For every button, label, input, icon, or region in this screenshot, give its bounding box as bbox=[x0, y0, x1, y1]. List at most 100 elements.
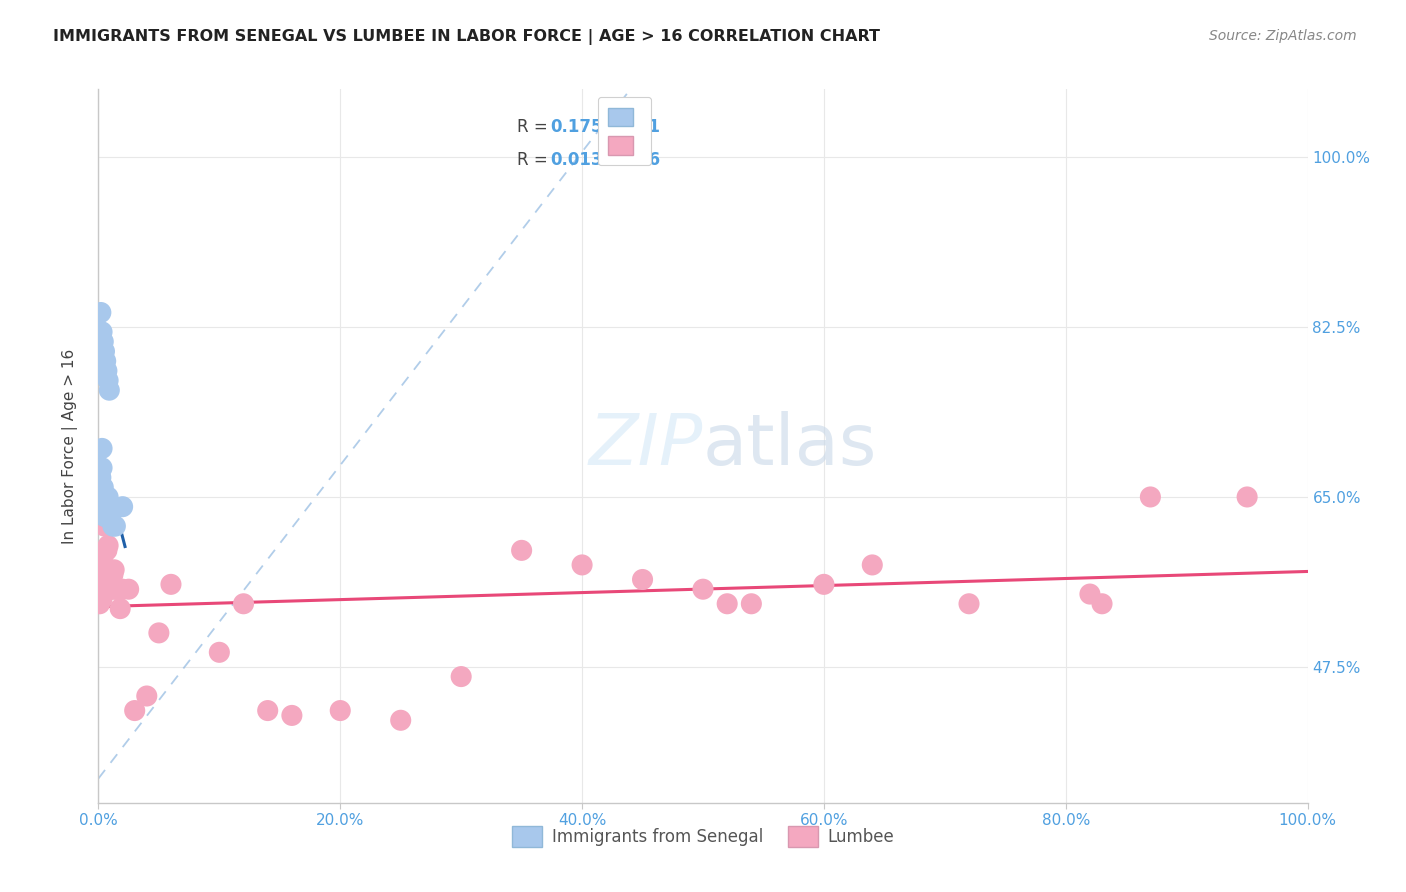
Point bbox=[89, 597, 111, 611]
Point bbox=[96, 500, 118, 514]
Point bbox=[91, 591, 114, 606]
Point bbox=[91, 500, 114, 514]
Point bbox=[98, 582, 121, 597]
Point bbox=[90, 480, 112, 494]
Legend: Immigrants from Senegal, Lumbee: Immigrants from Senegal, Lumbee bbox=[503, 818, 903, 855]
Point bbox=[91, 490, 114, 504]
Point bbox=[97, 539, 120, 553]
Point bbox=[91, 548, 114, 562]
Point bbox=[89, 500, 111, 514]
Point bbox=[232, 597, 254, 611]
Point bbox=[108, 601, 131, 615]
Point bbox=[450, 670, 472, 684]
Point bbox=[124, 704, 146, 718]
Point bbox=[90, 490, 112, 504]
Point bbox=[104, 582, 127, 597]
Point bbox=[93, 344, 115, 359]
Point bbox=[91, 563, 114, 577]
Point bbox=[101, 500, 124, 514]
Point bbox=[93, 509, 115, 524]
Point bbox=[97, 490, 120, 504]
Point bbox=[98, 383, 121, 397]
Point bbox=[105, 582, 128, 597]
Point bbox=[329, 704, 352, 718]
Point bbox=[740, 597, 762, 611]
Text: R =: R = bbox=[517, 118, 553, 136]
Point bbox=[91, 325, 114, 339]
Point bbox=[91, 480, 114, 494]
Point bbox=[118, 582, 141, 597]
Point bbox=[91, 490, 114, 504]
Text: ZIP: ZIP bbox=[589, 411, 703, 481]
Point bbox=[389, 713, 412, 727]
Point bbox=[94, 354, 117, 368]
Point bbox=[97, 509, 120, 524]
Point bbox=[160, 577, 183, 591]
Text: IMMIGRANTS FROM SENEGAL VS LUMBEE IN LABOR FORCE | AGE > 16 CORRELATION CHART: IMMIGRANTS FROM SENEGAL VS LUMBEE IN LAB… bbox=[53, 29, 880, 45]
Point bbox=[860, 558, 883, 572]
Point bbox=[148, 626, 170, 640]
Text: Source: ZipAtlas.com: Source: ZipAtlas.com bbox=[1209, 29, 1357, 43]
Point bbox=[98, 500, 121, 514]
Point bbox=[90, 305, 112, 319]
Point bbox=[91, 334, 114, 349]
Point bbox=[89, 480, 111, 494]
Point bbox=[692, 582, 714, 597]
Point bbox=[91, 573, 114, 587]
Point bbox=[96, 500, 118, 514]
Point bbox=[111, 500, 134, 514]
Point bbox=[97, 374, 120, 388]
Point bbox=[103, 563, 125, 577]
Point bbox=[208, 645, 231, 659]
Text: N =: N = bbox=[600, 118, 648, 136]
Point bbox=[96, 543, 118, 558]
Point bbox=[716, 597, 738, 611]
Point bbox=[957, 597, 980, 611]
Point bbox=[111, 582, 134, 597]
Point bbox=[90, 480, 112, 494]
Point bbox=[1078, 587, 1101, 601]
Text: 0.013: 0.013 bbox=[551, 152, 603, 169]
Point bbox=[94, 509, 117, 524]
Text: R =: R = bbox=[517, 152, 553, 169]
Point bbox=[96, 364, 118, 378]
Point bbox=[91, 500, 114, 514]
Point bbox=[90, 480, 112, 494]
Point bbox=[1236, 490, 1258, 504]
Point bbox=[631, 573, 654, 587]
Point bbox=[100, 573, 122, 587]
Point bbox=[93, 500, 115, 514]
Point bbox=[281, 708, 304, 723]
Text: 51: 51 bbox=[638, 118, 661, 136]
Point bbox=[813, 577, 835, 591]
Point bbox=[98, 509, 121, 524]
Point bbox=[100, 500, 122, 514]
Point bbox=[100, 582, 122, 597]
Point bbox=[94, 490, 117, 504]
Point bbox=[96, 567, 118, 582]
Point bbox=[91, 500, 114, 514]
Point bbox=[97, 500, 120, 514]
Text: N =: N = bbox=[600, 152, 648, 169]
Point bbox=[1139, 490, 1161, 504]
Text: 0.175: 0.175 bbox=[551, 118, 603, 136]
Point bbox=[571, 558, 593, 572]
Point bbox=[510, 543, 533, 558]
Point bbox=[91, 460, 114, 475]
Text: atlas: atlas bbox=[703, 411, 877, 481]
Point bbox=[104, 519, 127, 533]
Text: 46: 46 bbox=[638, 152, 661, 169]
Y-axis label: In Labor Force | Age > 16: In Labor Force | Age > 16 bbox=[62, 349, 77, 543]
Point bbox=[90, 325, 112, 339]
Point bbox=[91, 442, 114, 456]
Point bbox=[89, 480, 111, 494]
Point bbox=[93, 519, 115, 533]
Point bbox=[101, 519, 124, 533]
Point bbox=[93, 500, 115, 514]
Point bbox=[101, 567, 124, 582]
Point bbox=[89, 325, 111, 339]
Point bbox=[100, 500, 122, 514]
Point bbox=[1091, 597, 1114, 611]
Point bbox=[94, 563, 117, 577]
Point bbox=[135, 689, 157, 703]
